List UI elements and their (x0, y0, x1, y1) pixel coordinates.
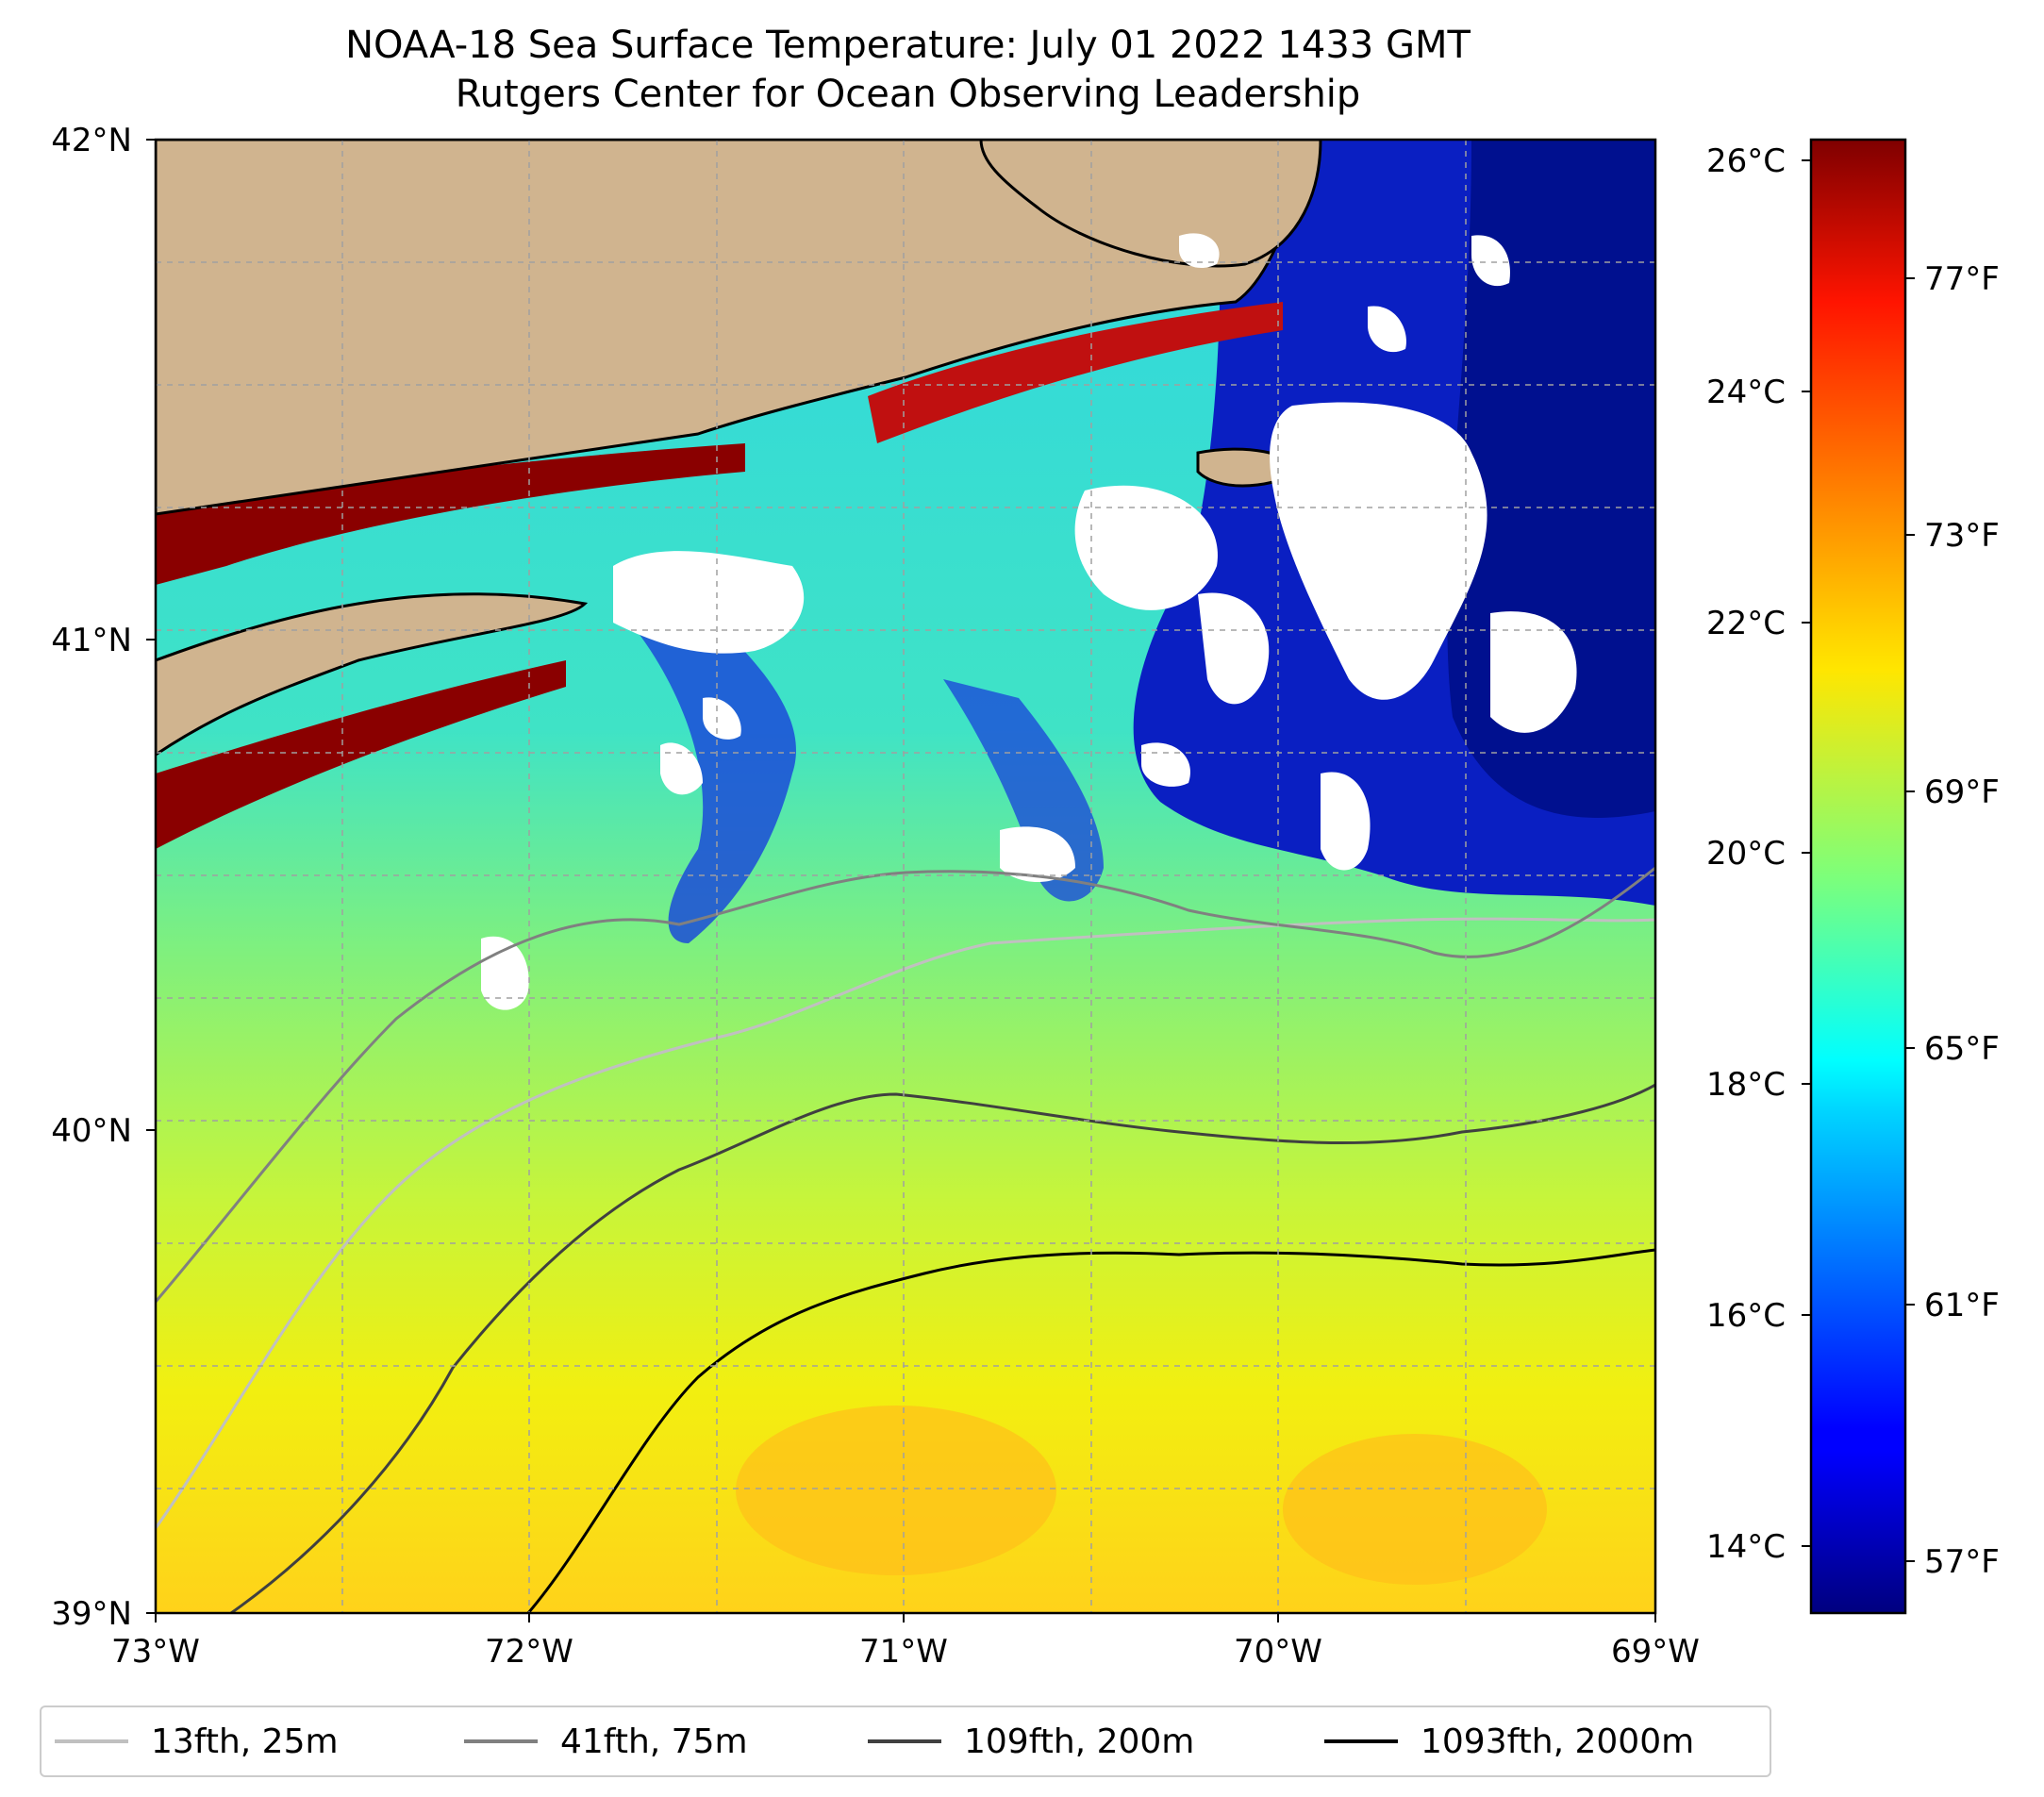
no-data-patch (1198, 592, 1270, 705)
title-line-2: Rutgers Center for Ocean Observing Leade… (455, 73, 1361, 116)
cape-cod-land (979, 140, 1322, 268)
legend-label: 109fth, 200m (964, 1722, 1195, 1761)
chart-title: NOAA-18 Sea Surface Temperature: July 01… (0, 21, 1816, 119)
contour-25m-line (156, 917, 1655, 1529)
map-frame (154, 138, 1657, 1615)
gridlines (156, 140, 1655, 1613)
colorbar: 26°C 24°C 22°C 20°C 18°C 16°C 14°C 77°F … (1706, 138, 2000, 1615)
lon-label: 70°W (1234, 1633, 1322, 1671)
fahrenheit-label: 65°F (1924, 1030, 2000, 1068)
longitude-axis: 73°W 72°W 71°W 70°W 69°W (111, 1613, 1700, 1671)
no-data-patch (1270, 402, 1487, 700)
celsius-label: 18°C (1706, 1066, 1786, 1104)
no-data-patch (1490, 611, 1577, 733)
legend-swatch (55, 1739, 128, 1743)
lat-label: 41°N (51, 622, 132, 659)
no-data-patch (1074, 485, 1218, 610)
fahrenheit-label: 77°F (1924, 260, 2000, 298)
warm-coastal-band (868, 302, 1283, 443)
legend-item-2000m: 1093fth, 2000m (1324, 1721, 1694, 1762)
legend-label: 13fth, 25m (151, 1722, 339, 1761)
cold-filament (623, 613, 796, 943)
no-data-patch (1471, 235, 1510, 287)
no-data-patch (1368, 306, 1406, 353)
legend-swatch (1324, 1739, 1398, 1743)
legend-label: 1093fth, 2000m (1421, 1722, 1695, 1761)
legend-label: 41fth, 75m (560, 1722, 748, 1761)
long-island-land (156, 592, 589, 757)
fahrenheit-label: 61°F (1924, 1287, 2000, 1324)
fahrenheit-scale: 77°F 73°F 69°F 65°F 61°F 57°F (1905, 260, 2000, 1581)
legend-swatch (464, 1739, 538, 1743)
no-data-patch (703, 697, 741, 740)
warm-patch (1283, 1434, 1547, 1585)
title-line-1: NOAA-18 Sea Surface Temperature: July 01… (345, 24, 1471, 67)
celsius-label: 24°C (1706, 374, 1786, 411)
lon-label: 73°W (111, 1633, 200, 1671)
warm-patch (736, 1406, 1056, 1575)
warm-coastal-band (156, 443, 745, 585)
lon-label: 69°W (1611, 1633, 1700, 1671)
celsius-label: 22°C (1706, 605, 1786, 642)
colorbar-gradient (1809, 138, 1907, 1615)
no-data-patch (1321, 772, 1371, 871)
fahrenheit-label: 73°F (1924, 517, 2000, 555)
no-data-patch (613, 551, 805, 654)
legend-item-75m: 41fth, 75m (464, 1721, 748, 1762)
fahrenheit-label: 69°F (1924, 774, 2000, 811)
new-england-coast-land (156, 140, 1304, 516)
no-data-patch (660, 742, 703, 795)
map-area (156, 140, 1655, 1613)
lat-label: 40°N (51, 1112, 132, 1150)
celsius-label: 14°C (1706, 1528, 1786, 1566)
lat-label: 39°N (51, 1595, 132, 1633)
lon-label: 72°W (485, 1633, 573, 1671)
lat-label: 42°N (51, 122, 132, 159)
celsius-label: 20°C (1706, 835, 1786, 873)
warm-coastal-band (156, 660, 566, 849)
legend-item-25m: 13fth, 25m (55, 1721, 339, 1762)
latitude-axis: 42°N 41°N 40°N 39°N (51, 122, 156, 1633)
no-data-patch (1000, 826, 1075, 882)
legend-item-200m: 109fth, 200m (868, 1721, 1194, 1762)
contour-legend: 13fth, 25m 41fth, 75m 109fth, 200m 1093f… (40, 1705, 1771, 1777)
lon-label: 71°W (859, 1633, 948, 1671)
celsius-label: 16°C (1706, 1297, 1786, 1335)
legend-swatch (868, 1739, 941, 1743)
no-data-patch (1141, 742, 1190, 787)
contour-75m-line (156, 866, 1655, 1303)
celsius-label: 26°C (1706, 142, 1786, 180)
contour-200m-line (230, 1083, 1655, 1613)
no-data-patch (1179, 233, 1220, 269)
fahrenheit-label: 57°F (1924, 1543, 2000, 1581)
celsius-scale: 26°C 24°C 22°C 20°C 18°C 16°C 14°C (1706, 142, 1811, 1566)
